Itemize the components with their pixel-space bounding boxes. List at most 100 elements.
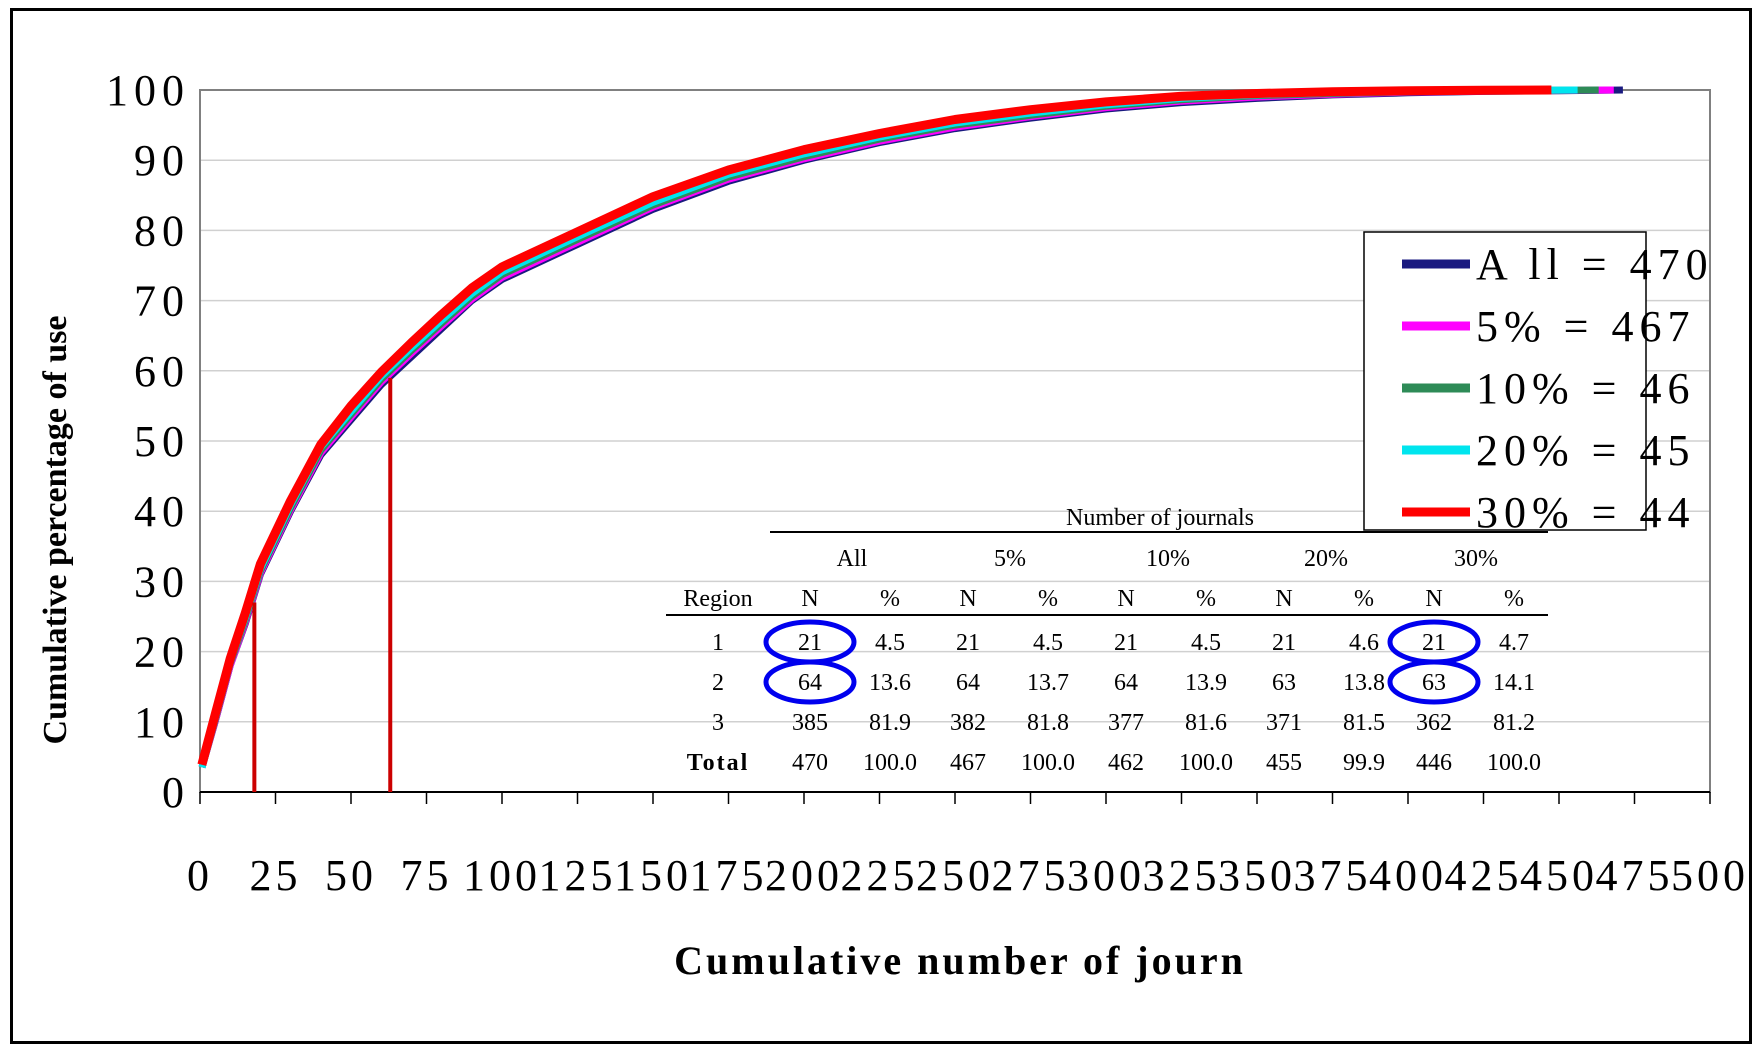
table-group-header: Number of journals [1066,505,1254,531]
table-cell: 21 [1422,630,1446,656]
legend-label: 30% = 44 [1476,488,1695,537]
x-tick-label: 25 [250,851,302,900]
table-cell: 4.5 [1191,630,1221,656]
x-tick-label: 350 [1218,851,1296,900]
table-cell: 13.9 [1185,670,1227,696]
table-subheader: N [1425,586,1442,612]
table-group-label: All [837,546,868,572]
table-cell: 81.5 [1343,710,1385,736]
table-cell: 100.0 [1021,750,1075,776]
table-cell: 13.7 [1027,670,1069,696]
reference-markers [252,377,393,792]
table-cell: 446 [1416,750,1452,776]
x-tick-label: 200 [765,851,843,900]
table-cell: 462 [1108,750,1144,776]
table-cell: 4.5 [1033,630,1063,656]
table-cell: 382 [950,710,986,736]
legend-items: A ll = 470 5% = 467 10% = 46 20% = 45 30% = … [1402,240,1714,537]
x-tick-label: 100 [463,851,541,900]
table-cell: 64 [798,670,822,696]
y-tick-label: 40 [134,487,190,536]
y-tick-label: 80 [134,206,190,255]
y-tick-label: 30 [134,557,190,606]
y-tick-label: 90 [134,136,190,185]
table-row-label: Total [687,750,749,776]
table-cell: 21 [956,630,980,656]
x-tick-label: 175 [690,851,768,900]
region-table: Number of journals Region All 5% 10% 20% 30%… [666,505,1548,776]
table-cell: 371 [1266,710,1302,736]
table-cell: 63 [1422,670,1446,696]
x-tick-label: 250 [916,851,994,900]
table-cell: 100.0 [863,750,917,776]
x-tick-label: 275 [992,851,1070,900]
table-cell: 100.0 [1487,750,1541,776]
table-cell: 14.1 [1493,670,1535,696]
table-cell: 81.9 [869,710,911,736]
table-subheader: N [959,586,976,612]
y-tick-label: 20 [134,628,190,677]
table-cell: 470 [792,750,828,776]
series-lines [197,85,1623,769]
highlight-ellipse [1387,659,1481,705]
table-cell: 21 [1272,630,1296,656]
table-row-label: 2 [712,670,724,696]
table-group-label: 5% [994,546,1026,572]
table-subheader: N [801,586,818,612]
legend-box [1363,231,1647,531]
table-cell: 100.0 [1179,750,1233,776]
x-tick-label: 425 [1445,851,1523,900]
x-tick-label: 75 [401,851,453,900]
table-cells: All 5% 10% 20% 30% N% N% N% N% N % 1 21 4.5 21 4.5 21 4.5… [687,546,1541,776]
legend-label: A ll = 470 [1476,240,1714,289]
x-tick-label: 400 [1369,851,1447,900]
x-tick-label: 375 [1294,851,1372,900]
highlight-ellipse [763,659,857,705]
table-cell: 81.6 [1185,710,1227,736]
y-tick-label: 0 [162,768,190,817]
table-cell: 4.5 [875,630,905,656]
table-subheader: % [1504,586,1524,612]
table-cell: 81.2 [1493,710,1535,736]
table-cell: 13.6 [869,670,911,696]
x-tick-label: 325 [1143,851,1221,900]
table-cell: 81.8 [1027,710,1069,736]
y-tick-label: 100 [106,66,190,115]
table-subheader: N [1275,586,1292,612]
table-cell: 377 [1108,710,1144,736]
table-cell: 99.9 [1343,750,1385,776]
x-tick-label: 150 [614,851,692,900]
table-row-header: Region [683,586,752,612]
table-cell: 4.7 [1499,630,1529,656]
x-tick-label: 225 [841,851,919,900]
table-cell: 21 [1114,630,1138,656]
table-subheader: % [1354,586,1374,612]
table-cell: 455 [1266,750,1302,776]
y-tick-label: 60 [134,347,190,396]
table-group-label: 10% [1146,546,1190,572]
y-tick-label: 10 [134,698,190,747]
table-cell: 385 [792,710,828,736]
x-tick-label: 475 [1596,851,1674,900]
x-axis-ticks: 0 25 50 75 100125150175200225250275300325350… [187,791,1749,900]
y-tick-label: 70 [134,277,190,326]
table-cell: 467 [950,750,986,776]
x-tick-label: 450 [1520,851,1598,900]
x-tick-label: 0 [187,851,213,900]
table-cell: 21 [798,630,822,656]
table-group-label: 30% [1454,546,1498,572]
table-cell: 13.8 [1343,670,1385,696]
table-group-label: 20% [1304,546,1348,572]
table-cell: 63 [1272,670,1296,696]
x-tick-label: 300 [1067,851,1145,900]
x-tick-label: 500 [1671,851,1749,900]
table-row-label: 1 [712,630,724,656]
y-tick-label: 50 [134,417,190,466]
y-axis-ticks: 0 10 20 30 40 50 60 70 80 90 100 [106,66,190,817]
x-axis-title: Cumulative number of journ [674,938,1246,983]
x-tick-label: 125 [539,851,617,900]
legend-label: 10% = 46 [1476,364,1695,413]
y-axis-title: Cumulative percentage of use [37,315,74,744]
table-cell: 362 [1416,710,1452,736]
